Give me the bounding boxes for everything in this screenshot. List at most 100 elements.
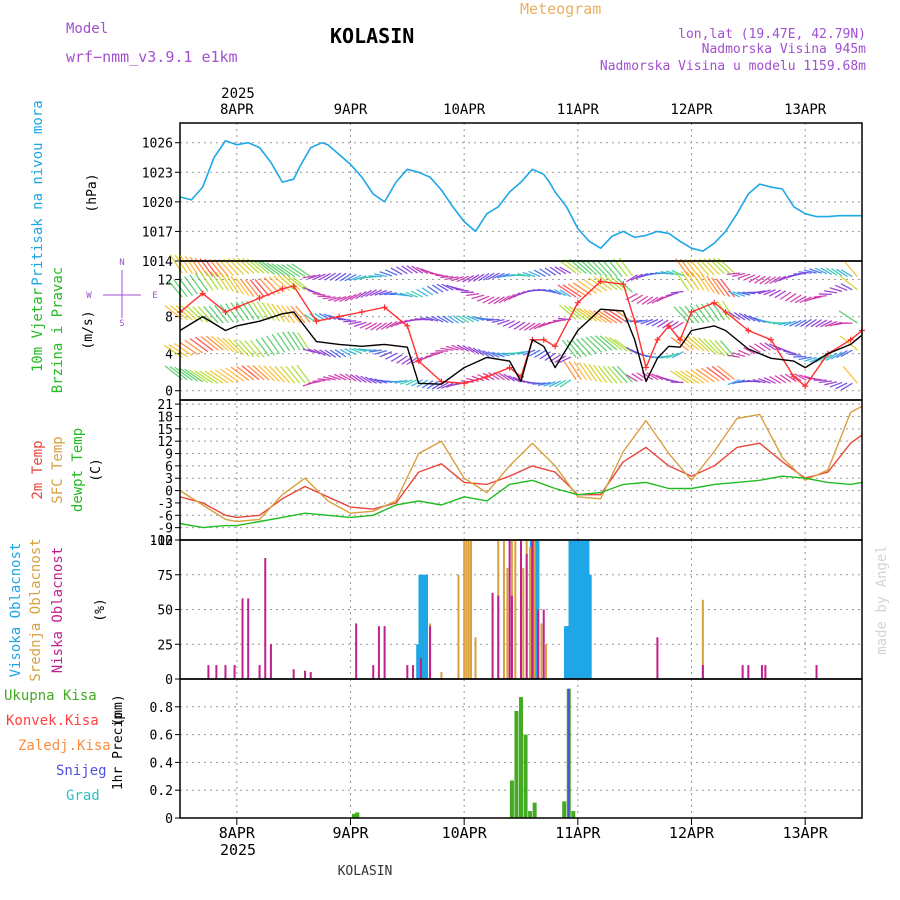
wind-barb <box>733 311 746 321</box>
wind-barb <box>441 382 454 389</box>
wind-barb <box>452 315 464 324</box>
gust-marker <box>540 336 547 343</box>
wind-barb <box>544 352 557 362</box>
wind-barb <box>205 271 219 291</box>
cloud-mid-bar <box>701 599 704 679</box>
wind-barb <box>442 315 454 324</box>
wind-barb <box>721 300 736 320</box>
cloud-high-bar <box>423 574 429 679</box>
cloud-ytick-label: 0 <box>165 673 173 688</box>
cloud-low-bar <box>241 598 244 679</box>
wind-barb <box>754 343 766 352</box>
cloud-mid-bar <box>463 540 466 679</box>
wind-barb <box>334 272 347 282</box>
gust-marker <box>199 290 206 297</box>
wind-barb <box>219 304 234 323</box>
cloud-mid-bar <box>529 546 532 679</box>
wind-barb <box>414 318 428 321</box>
wind-barb <box>588 363 603 383</box>
wind-barb <box>334 349 347 358</box>
cloud-low-bar <box>269 644 272 679</box>
wind-barb <box>447 315 459 324</box>
wind-barb <box>441 283 454 291</box>
wind-barb <box>323 313 336 321</box>
temp-ytick-label: 3 <box>165 472 173 487</box>
wind-barb <box>810 319 823 328</box>
wind-barb <box>554 379 567 388</box>
wind-barb <box>784 373 797 382</box>
wind-barb <box>670 336 690 352</box>
gust-marker <box>654 336 661 343</box>
wind-barb <box>445 276 459 280</box>
wind-barb <box>385 352 398 360</box>
wind-barb <box>842 365 858 384</box>
wind-barb <box>390 320 403 328</box>
wind-barb <box>276 263 296 278</box>
wind-barb <box>578 280 597 295</box>
wind-barb <box>774 290 787 299</box>
gust-marker <box>336 313 343 320</box>
wind-barb <box>793 355 807 358</box>
wind-ytick-label: 8 <box>165 311 173 326</box>
wind-barb <box>257 365 275 382</box>
temp-2m-line <box>179 434 863 519</box>
wind-barb <box>842 259 858 278</box>
precip-total-bar <box>523 734 528 818</box>
cloud-mid-bar <box>522 567 525 679</box>
wind-barb <box>732 291 746 297</box>
wind-barb <box>482 350 495 358</box>
wind-barb <box>636 295 649 305</box>
wind-barb <box>670 370 690 384</box>
gust-marker <box>222 308 229 315</box>
wind-barb <box>706 366 725 381</box>
wind-barb <box>271 263 291 277</box>
wind-barb <box>517 349 531 355</box>
wind-barb <box>720 340 736 358</box>
wind-barb <box>543 381 556 387</box>
bottom-date-ticks: 8APR 9APR 10APR 11APR 12APR 13APR <box>219 818 829 842</box>
wind-barb <box>558 304 577 320</box>
cloud-low-bar <box>207 665 210 679</box>
temp-unit: (C) <box>89 458 104 481</box>
wind-barb <box>255 338 270 357</box>
wind-barb <box>360 289 372 299</box>
wind-barb <box>266 302 280 322</box>
wind-barb <box>192 305 209 323</box>
wind-barb <box>579 259 598 276</box>
wind-barb <box>569 258 587 274</box>
top-date-ticks: 8APR 9APR 10APR 11APR 12APR 13APR <box>220 102 827 118</box>
wind-barb <box>537 381 551 387</box>
wind-barb <box>830 351 843 360</box>
wind-barb <box>360 375 372 384</box>
wind-barb <box>701 367 720 382</box>
cloud-low-bar <box>224 665 227 679</box>
wind-barb <box>651 296 664 304</box>
pressure-ylabel: Pritisak na nivou mora <box>30 100 46 285</box>
precip-frz-label: Zaledj.Kisa <box>18 738 111 754</box>
product-title: Meteogram <box>520 0 601 18</box>
wind-barb <box>216 336 234 353</box>
wind-barb <box>245 279 260 298</box>
wind-barb <box>748 344 761 353</box>
wind-barb <box>726 272 740 275</box>
wind-barb <box>717 365 736 381</box>
wind-barb <box>743 313 756 322</box>
gust-marker <box>506 364 513 371</box>
wind-barb <box>703 338 720 356</box>
wind-barb <box>534 350 546 359</box>
gust-marker <box>381 304 388 311</box>
wind-barb <box>769 376 782 384</box>
wind-barb <box>178 277 194 296</box>
wind-barb <box>738 312 751 321</box>
wind-barb <box>576 338 592 356</box>
cloud-low-bar <box>304 670 307 679</box>
precip-total-bar <box>562 801 567 818</box>
wind-barb <box>737 273 751 280</box>
wind-barb <box>593 364 608 384</box>
wind-barb <box>524 322 536 331</box>
wind-barb <box>585 259 603 277</box>
footer-station: KOLASIN <box>338 864 393 879</box>
wind-panel: 0 4 8 12 <box>157 254 865 401</box>
wind-barb <box>528 322 541 331</box>
